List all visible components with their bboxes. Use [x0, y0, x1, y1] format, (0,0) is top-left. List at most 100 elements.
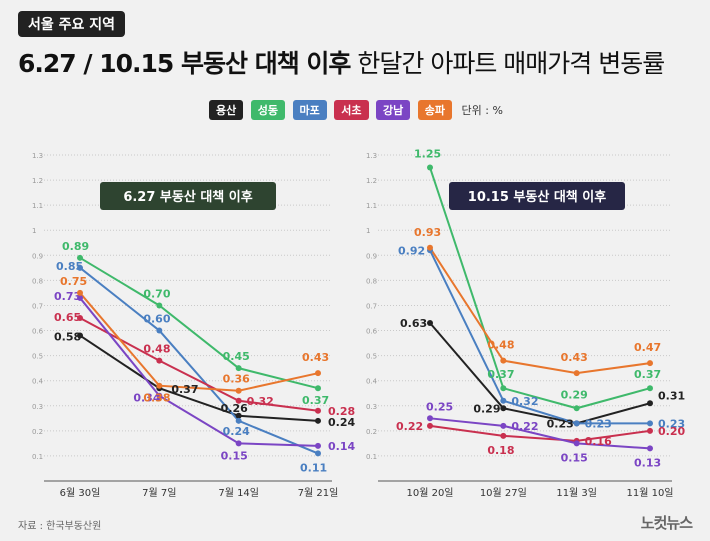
data-label: 0.43	[302, 351, 329, 364]
data-label: 0.29	[561, 388, 588, 401]
y-tick-label: 0.2	[32, 428, 43, 436]
data-label: 0.32	[247, 395, 274, 408]
series-line-4	[429, 417, 651, 450]
data-label: 0.36	[223, 373, 250, 386]
legend: 용산 성동 마포 서초 강남 송파 단위 : %	[0, 100, 710, 120]
data-point	[427, 415, 433, 422]
y-tick-label: 0.6	[366, 328, 378, 336]
series-line-2	[79, 267, 319, 455]
data-point	[315, 385, 321, 392]
data-point	[427, 422, 433, 429]
data-label: 1.25	[414, 148, 441, 161]
data-label: 0.23	[658, 417, 685, 430]
data-point	[156, 357, 163, 364]
page-title: 6.27 / 10.15 부동산 대책 이후 한달간 아파트 매매가격 변동률	[18, 44, 665, 80]
data-point	[500, 397, 507, 404]
data-point	[647, 420, 653, 427]
source-note: 자료 : 한국부동산원	[18, 521, 102, 532]
data-label: 0.63	[400, 317, 427, 330]
data-label: 0.70	[143, 287, 170, 300]
legend-songpa: 송파	[417, 100, 453, 120]
panel-title-box	[100, 182, 276, 210]
y-tick-label: 0.8	[366, 277, 377, 285]
y-tick-label: 0.7	[366, 302, 377, 310]
y-tick-label: 1.2	[32, 177, 43, 185]
data-label: 0.75	[60, 275, 87, 288]
data-label: 0.14	[328, 440, 355, 453]
data-label: 0.15	[561, 451, 588, 464]
x-tick-label: 11월 10일	[626, 487, 673, 499]
y-tick-label: 1.2	[366, 177, 377, 185]
series-line-3	[79, 317, 319, 412]
panel-title: 6.27 부동산 대책 이후	[123, 189, 252, 205]
data-point	[500, 405, 507, 412]
data-label: 0.37	[487, 368, 514, 381]
series-line-0	[79, 334, 319, 422]
data-point	[156, 392, 163, 399]
data-label: 0.89	[62, 240, 89, 253]
publisher-logo: 노컷뉴스	[640, 514, 693, 532]
legend-mapo: 마포	[292, 100, 327, 120]
data-label: 0.24	[328, 416, 355, 429]
data-point	[647, 445, 653, 452]
y-tick-label: 0.3	[32, 403, 43, 411]
data-point	[77, 294, 83, 301]
y-tick-label: 0.4	[366, 378, 378, 386]
x-tick-label: 7월 14일	[218, 487, 259, 499]
data-label: 0.85	[56, 260, 83, 273]
y-tick-label: 0.2	[366, 428, 377, 436]
series-line-2	[429, 249, 650, 425]
data-label: 0.25	[426, 400, 453, 413]
data-label: 0.16	[585, 435, 612, 448]
data-label: 0.65	[54, 311, 81, 324]
data-label: 0.23	[547, 417, 574, 430]
y-tick-label: 1.3	[366, 152, 377, 160]
y-tick-label: 1.1	[366, 202, 377, 210]
unit-label: 단위 : %	[461, 104, 503, 117]
data-label: 0.22	[396, 420, 423, 433]
data-point	[315, 450, 321, 457]
data-point	[427, 244, 433, 251]
x-tick-label: 7월 7일	[142, 487, 176, 499]
data-point	[315, 417, 321, 424]
data-point	[647, 385, 653, 392]
data-point	[315, 370, 321, 377]
y-tick-label: 0.1	[32, 453, 43, 461]
data-point	[77, 264, 83, 271]
data-point	[573, 405, 580, 412]
y-tick-label: 0.6	[32, 328, 44, 336]
data-label: 0.45	[223, 350, 250, 363]
series-line-5	[429, 247, 651, 375]
data-label: 0.29	[473, 402, 500, 415]
data-point	[156, 302, 163, 309]
x-tick-label: 11월 3일	[556, 487, 597, 499]
data-point	[427, 320, 433, 327]
data-point	[235, 412, 242, 419]
y-tick-label: 0.5	[366, 353, 377, 361]
y-tick-label: 0.5	[32, 353, 43, 361]
panel-title-box	[449, 182, 625, 210]
data-point	[647, 360, 653, 367]
data-label: 0.11	[300, 461, 327, 474]
data-label: 0.58	[54, 331, 81, 344]
data-point	[573, 440, 580, 447]
data-point	[500, 357, 507, 364]
data-label: 0.13	[634, 456, 661, 469]
category-tag: 서울 주요 지역	[18, 11, 126, 37]
data-point	[156, 327, 163, 334]
x-tick-label: 6월 30일	[60, 487, 101, 499]
data-label: 0.38	[143, 392, 170, 405]
data-point	[647, 427, 653, 434]
series-line-1	[79, 256, 319, 390]
data-label: 0.37	[634, 368, 661, 381]
y-tick-label: 1.1	[32, 202, 43, 210]
legend-yongsan: 용산	[209, 100, 244, 120]
legend-seongdong: 성동	[250, 100, 286, 120]
data-point	[235, 365, 242, 372]
data-label: 0.48	[143, 343, 170, 356]
y-tick-label: 1	[32, 227, 36, 235]
data-label: 0.43	[561, 351, 588, 364]
x-tick-label: 10월 27일	[480, 487, 527, 499]
data-label: 0.73	[54, 290, 81, 303]
data-label: 0.28	[328, 405, 355, 418]
